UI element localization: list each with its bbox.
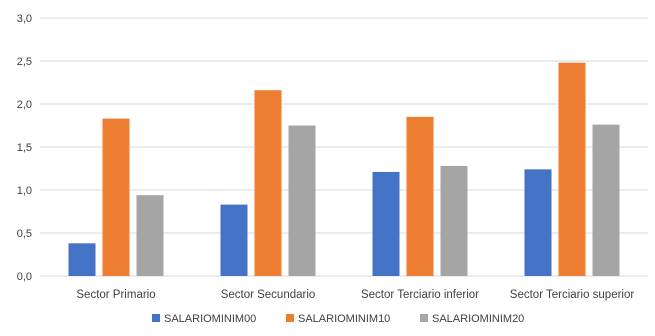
- bars: [68, 62, 620, 277]
- legend-label: SALARIOMINIM00: [164, 313, 256, 325]
- bar-salariominim10-1: [102, 118, 130, 277]
- y-tick-label: 1,5: [17, 142, 32, 154]
- legend-swatch-salariominim00: [152, 314, 160, 322]
- y-tick-label: 2,5: [17, 56, 32, 68]
- y-axis-ticks: 0,0 0,5 1,0 1,5 2,0 2,5 3,0: [17, 13, 32, 283]
- y-tick-label: 0,0: [17, 271, 32, 283]
- bar-salariominim00-2: [220, 204, 248, 276]
- x-axis-categories: Sector Primario Sector Secundario Sector T…: [76, 289, 634, 301]
- bar-salariominim20-1: [136, 195, 164, 276]
- bar-salariominim00-1: [68, 243, 96, 276]
- bar-salariominim20-2: [288, 125, 316, 276]
- legend-swatch-salariominim10: [286, 314, 294, 322]
- bar-salariominim10-3: [406, 116, 434, 277]
- x-category-label: Sector Primario: [76, 289, 155, 301]
- bar-salariominim20-4: [592, 124, 620, 276]
- legend-swatch-salariominim20: [420, 314, 428, 322]
- y-tick-label: 3,0: [17, 13, 32, 25]
- legend: SALARIOMINIM00 SALARIOMINIM10 SALARIOMINIM…: [152, 313, 524, 325]
- y-tick-label: 0,5: [17, 228, 32, 240]
- bar-salariominim10-2: [254, 90, 282, 277]
- bar-salariominim10-4: [558, 62, 586, 276]
- x-category-label: Sector Secundario: [221, 289, 316, 301]
- y-tick-label: 2,0: [17, 99, 32, 111]
- x-category-label: Sector Terciario superior: [510, 289, 635, 301]
- bar-salariominim20-3: [440, 165, 468, 276]
- x-category-label: Sector Terciario inferior: [361, 289, 479, 301]
- y-tick-label: 1,0: [17, 185, 32, 197]
- gridlines: [40, 17, 648, 277]
- bar-salariominim00-3: [372, 171, 400, 276]
- legend-label: SALARIOMINIM10: [298, 313, 390, 325]
- bar-salariominim00-4: [524, 169, 552, 276]
- legend-label: SALARIOMINIM20: [432, 313, 524, 325]
